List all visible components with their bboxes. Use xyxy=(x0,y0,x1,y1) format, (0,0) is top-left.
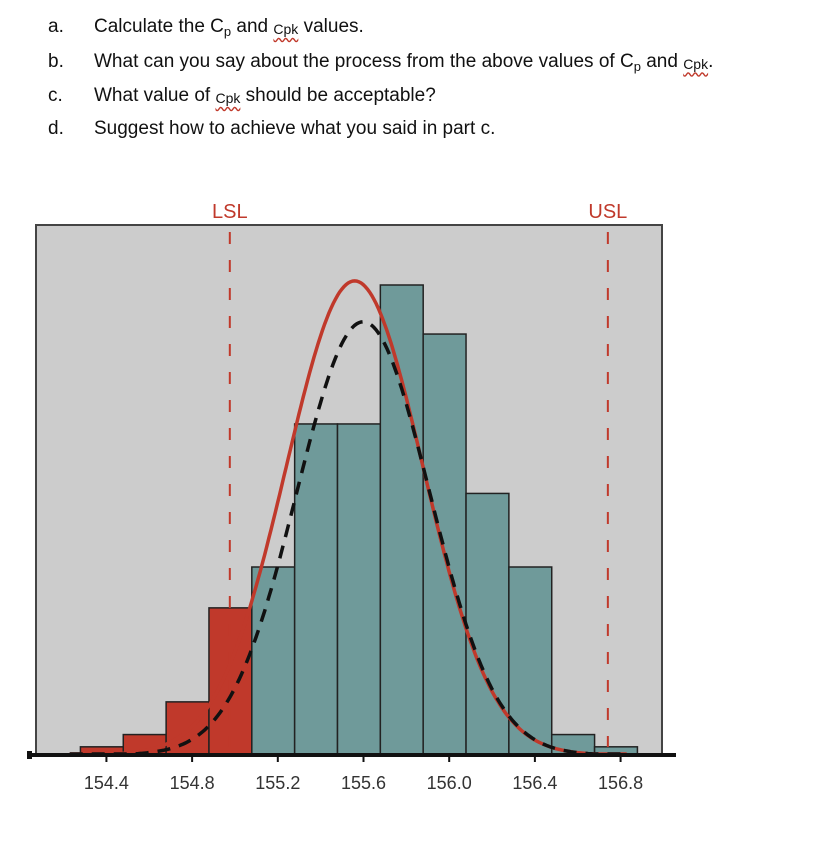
question-d: d. Suggest how to achieve what you said … xyxy=(48,114,808,144)
spec-limits: LSL USL xyxy=(212,201,627,747)
question-a: a. Calculate the Cp and Cpk values. xyxy=(48,12,808,47)
histogram-chart: LSL USL 154.4 154.8 155.2 155.6 156.0 156.4 15… xyxy=(27,201,676,793)
question-letter: a. xyxy=(48,16,64,37)
dashed-fit-curve xyxy=(69,320,627,756)
x-tick-label: 155.6 xyxy=(341,773,386,793)
x-tick-label: 156.0 xyxy=(427,773,472,793)
x-tick-label: 156.8 xyxy=(598,773,643,793)
histogram-bar xyxy=(422,333,467,756)
histogram-bar xyxy=(251,566,296,756)
histogram-bar xyxy=(293,423,339,756)
question-letter: c. xyxy=(48,85,63,106)
fit-curves xyxy=(69,279,627,756)
lsl-label: LSL xyxy=(212,201,248,223)
question-list: a. Calculate the Cp and Cpk values. b. W… xyxy=(48,12,808,143)
question-text: What value of Cpk should be acceptable? xyxy=(94,85,436,106)
question-letter: d. xyxy=(48,117,64,139)
histogram-bars xyxy=(79,284,639,756)
x-tick-label: 154.4 xyxy=(84,773,129,793)
cpk-term: Cpk xyxy=(273,21,299,37)
question-c: c. What value of Cpk should be acceptabl… xyxy=(48,81,808,114)
question-text: Suggest how to achieve what you said in … xyxy=(94,117,496,139)
histogram-bar xyxy=(379,284,424,756)
usl-label: USL xyxy=(588,201,627,223)
axis-end-marker xyxy=(27,751,32,759)
x-tick-label: 154.8 xyxy=(170,773,215,793)
x-tick-label: 156.4 xyxy=(512,773,557,793)
histogram-bar xyxy=(465,492,510,756)
x-tick-label: 155.2 xyxy=(255,773,300,793)
histogram-bar xyxy=(336,423,382,756)
question-letter: b. xyxy=(48,50,64,72)
cpk-term: Cpk xyxy=(683,55,709,72)
cpk-term: Cpk xyxy=(215,90,241,106)
question-text: Calculate the Cp and Cpk values. xyxy=(94,16,364,39)
question-b: b. What can you say about the process fr… xyxy=(48,47,808,82)
x-axis-ticks: 154.4 154.8 155.2 155.6 156.0 156.4 156.8 xyxy=(84,755,643,793)
question-text: What can you say about the process from … xyxy=(94,50,714,74)
